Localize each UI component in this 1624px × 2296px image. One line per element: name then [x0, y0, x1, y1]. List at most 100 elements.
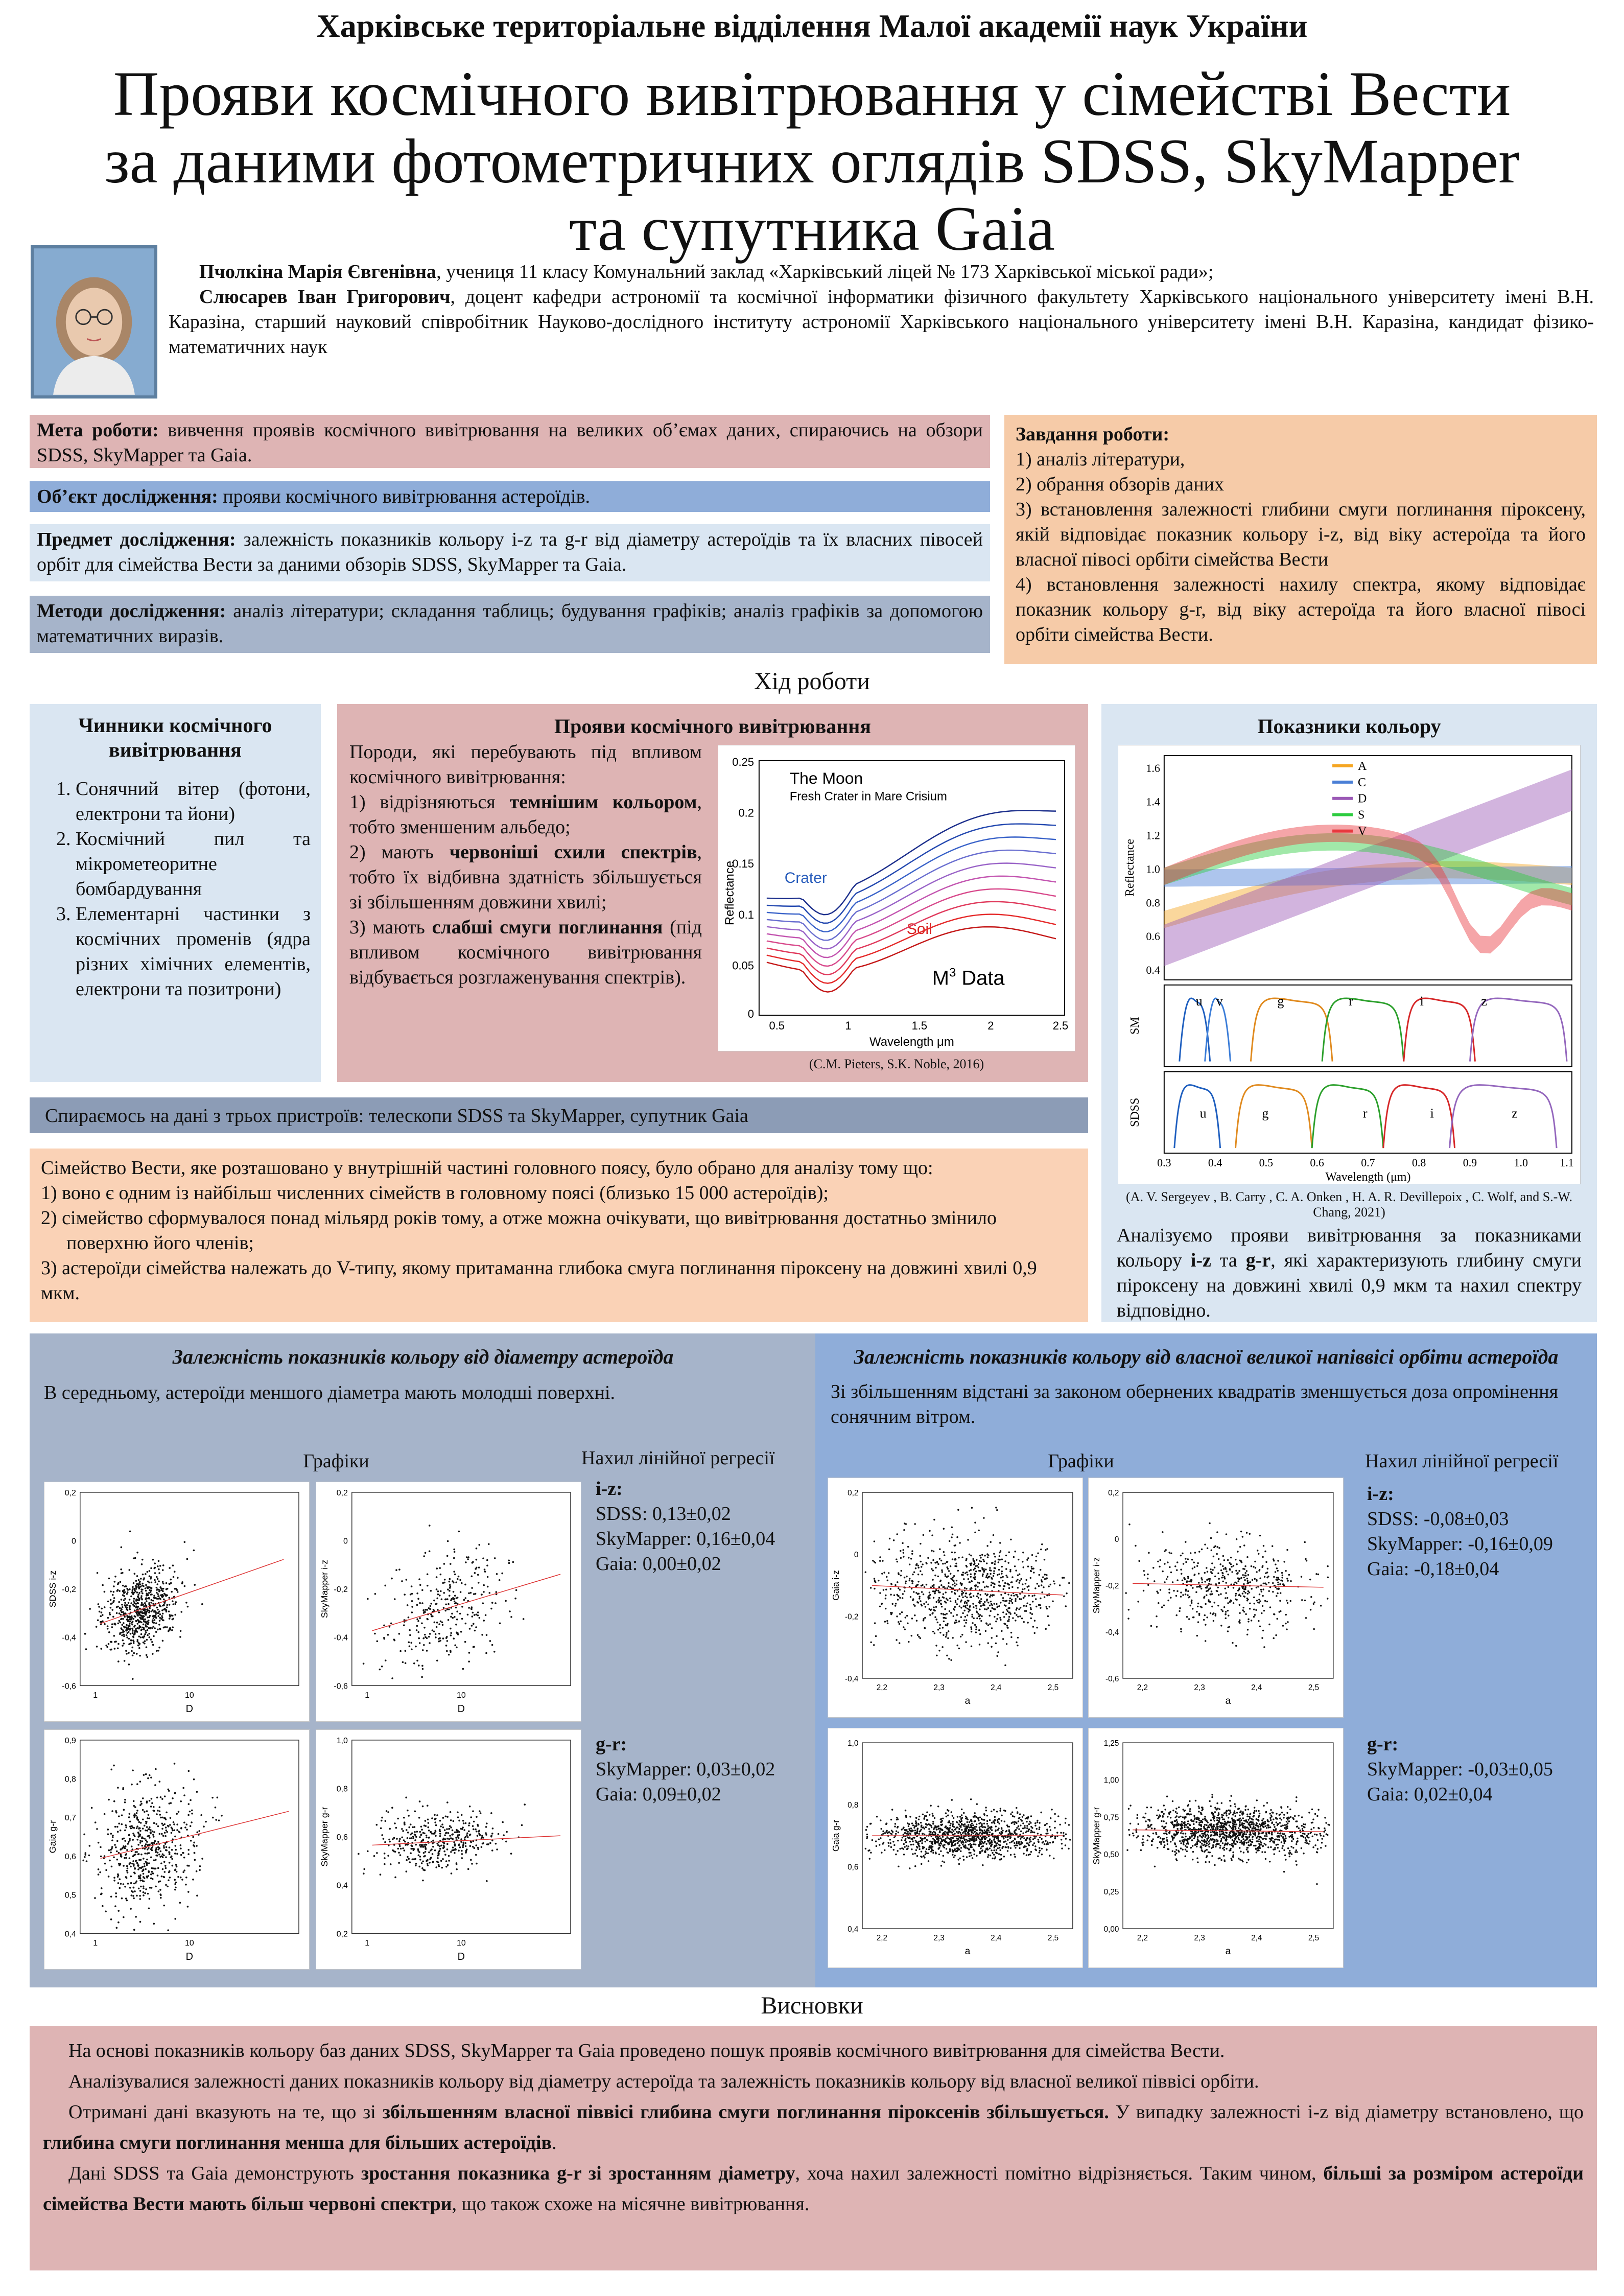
data-point	[148, 1632, 151, 1635]
data-point	[120, 1855, 122, 1857]
data-point	[425, 1825, 427, 1827]
data-point	[426, 1863, 429, 1865]
data-point	[169, 1817, 172, 1819]
data-point	[875, 1840, 877, 1842]
data-point	[97, 1603, 100, 1605]
data-point	[907, 1834, 910, 1836]
data-point	[911, 1580, 914, 1582]
data-point	[109, 1606, 112, 1609]
data-point	[143, 1894, 145, 1896]
spectrum-curve	[766, 901, 1056, 976]
data-point	[134, 1557, 136, 1559]
data-point	[951, 1845, 953, 1847]
data-point	[955, 1562, 957, 1565]
data-point	[899, 1589, 901, 1591]
data-point	[161, 1798, 163, 1800]
data-point	[138, 1625, 140, 1627]
data-point	[1212, 1613, 1214, 1615]
data-point	[942, 1817, 944, 1820]
data-point	[113, 1880, 115, 1882]
data-point	[945, 1848, 948, 1850]
data-point	[184, 1826, 186, 1829]
data-point	[407, 1832, 409, 1834]
data-point	[123, 1589, 126, 1591]
data-point	[457, 1816, 459, 1818]
data-point	[910, 1843, 912, 1846]
data-point	[185, 1883, 187, 1886]
data-point	[992, 1852, 994, 1854]
data-point	[926, 1839, 928, 1841]
filter-curve	[1179, 997, 1211, 1062]
data-point	[976, 1595, 978, 1598]
data-point	[985, 1807, 987, 1809]
data-point	[185, 1823, 188, 1826]
data-point	[134, 1890, 136, 1892]
data-point	[1285, 1622, 1287, 1625]
data-point	[901, 1847, 903, 1849]
data-point	[174, 1888, 176, 1891]
data-point	[1049, 1817, 1052, 1819]
data-point	[414, 1864, 417, 1867]
data-point	[972, 1836, 974, 1838]
data-point	[132, 1635, 134, 1637]
data-point	[122, 1572, 124, 1574]
data-point	[125, 1824, 127, 1826]
data-point	[1243, 1576, 1245, 1579]
y-tick: -0,2	[62, 1585, 76, 1594]
data-point	[174, 1853, 176, 1855]
data-point	[1005, 1609, 1008, 1611]
data-point	[512, 1561, 514, 1563]
diameter-slope-title: Нахил лінійної регресії	[581, 1447, 775, 1469]
vesta-intro: Сімейство Вести, яке розташовано у внутр…	[41, 1157, 933, 1179]
filter-curve	[1449, 1084, 1558, 1149]
data-point	[486, 1564, 488, 1567]
data-point	[147, 1844, 149, 1846]
data-point	[920, 1821, 922, 1824]
data-point	[1306, 1842, 1308, 1844]
data-point	[153, 1597, 155, 1599]
data-point	[141, 1615, 143, 1618]
data-point	[1182, 1594, 1184, 1596]
data-point	[140, 1563, 143, 1565]
data-point	[406, 1604, 409, 1606]
data-point	[1006, 1836, 1009, 1838]
data-point	[1259, 1600, 1261, 1603]
data-point	[966, 1602, 968, 1604]
data-point	[954, 1833, 956, 1835]
data-point	[413, 1662, 415, 1665]
data-point	[431, 1833, 433, 1835]
data-point	[986, 1594, 989, 1596]
data-point	[376, 1640, 379, 1643]
data-point	[473, 1820, 475, 1823]
data-point	[1260, 1590, 1263, 1592]
data-point	[925, 1850, 927, 1853]
data-point	[992, 1562, 994, 1564]
data-point	[154, 1579, 156, 1581]
data-point	[154, 1562, 156, 1564]
data-point	[974, 1567, 976, 1569]
data-point	[975, 1816, 977, 1818]
data-point	[1010, 1538, 1012, 1541]
data-point	[957, 1859, 959, 1861]
data-point	[904, 1582, 907, 1584]
data-point	[937, 1847, 940, 1849]
data-point	[169, 1567, 171, 1569]
data-point	[145, 1609, 147, 1611]
data-point	[421, 1665, 423, 1667]
data-point	[911, 1848, 913, 1850]
data-point	[376, 1852, 378, 1854]
data-point	[1068, 1824, 1070, 1826]
data-point	[1304, 1541, 1306, 1543]
data-point	[471, 1863, 473, 1865]
data-point	[960, 1850, 962, 1853]
data-point	[1008, 1551, 1010, 1553]
data-point	[1189, 1604, 1191, 1607]
data-point	[174, 1588, 176, 1590]
data-point	[458, 1819, 460, 1822]
data-point	[933, 1839, 935, 1841]
data-point	[145, 1611, 147, 1613]
data-point	[172, 1600, 174, 1602]
data-point	[470, 1859, 472, 1861]
data-point	[990, 1603, 993, 1605]
data-point	[161, 1822, 163, 1825]
